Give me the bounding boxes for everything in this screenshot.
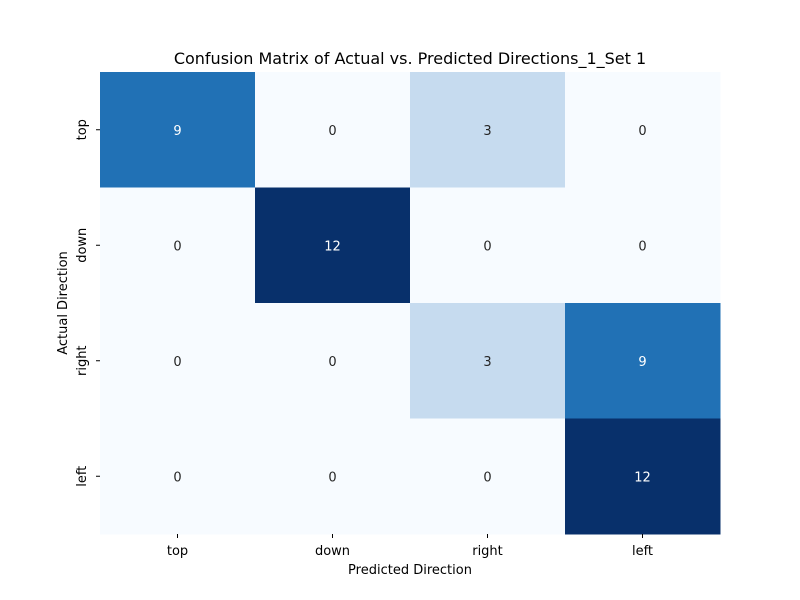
- cell-value-label: 0: [173, 355, 181, 370]
- heatmap-cell: [565, 72, 721, 188]
- chart-title: Confusion Matrix of Actual vs. Predicted…: [174, 49, 646, 69]
- heatmap-cell: [255, 303, 411, 419]
- cell-value-label: 9: [638, 355, 646, 370]
- cell-value-label: 12: [634, 470, 651, 485]
- heatmap-cells: 9 0 3 0 0 12 0 0 0 0 3 9 0 0 0 12: [100, 72, 721, 535]
- cell-value-label: 0: [173, 239, 181, 254]
- heatmap-cell: [565, 187, 721, 304]
- y-axis-ticks: top down right left: [75, 119, 100, 487]
- x-axis-ticks: top down right left: [167, 534, 653, 559]
- heatmap-cell: [255, 418, 411, 535]
- heatmap-cell: [565, 303, 721, 419]
- x-tick-label: left: [632, 544, 653, 559]
- heatmap-cell: [565, 418, 721, 535]
- heatmap-cell: [410, 418, 566, 535]
- heatmap-cell: [255, 187, 411, 304]
- cell-value-label: 12: [324, 239, 341, 254]
- cell-value-label: 0: [638, 124, 646, 139]
- cell-value-label: 3: [483, 355, 491, 370]
- x-tick-label: top: [167, 544, 188, 559]
- heatmap-cell: [100, 418, 256, 535]
- heatmap-cell: [100, 72, 256, 188]
- heatmap-cell: [410, 72, 566, 188]
- heatmap-cell: [410, 303, 566, 419]
- cell-value-label: 3: [483, 124, 491, 139]
- cell-value-label: 0: [328, 124, 336, 139]
- x-axis-label: Predicted Direction: [348, 563, 472, 578]
- heatmap-cell: [100, 187, 256, 304]
- heatmap-cell: [100, 303, 256, 419]
- cell-value-label: 0: [483, 470, 491, 485]
- cell-value-label: 0: [328, 470, 336, 485]
- cell-value-label: 0: [173, 470, 181, 485]
- y-tick-label: down: [75, 228, 90, 263]
- y-tick-label: left: [75, 466, 90, 487]
- y-tick-label: right: [75, 345, 90, 376]
- y-axis-label: Actual Direction: [56, 251, 71, 355]
- x-tick-label: right: [472, 544, 503, 559]
- heatmap-cell: [255, 72, 411, 188]
- x-tick-label: down: [315, 544, 350, 559]
- heatmap-cell: [410, 187, 566, 304]
- cell-value-label: 0: [328, 355, 336, 370]
- y-tick-label: top: [75, 119, 90, 140]
- cell-value-label: 0: [638, 239, 646, 254]
- cell-value-label: 9: [173, 124, 181, 139]
- cell-value-label: 0: [483, 239, 491, 254]
